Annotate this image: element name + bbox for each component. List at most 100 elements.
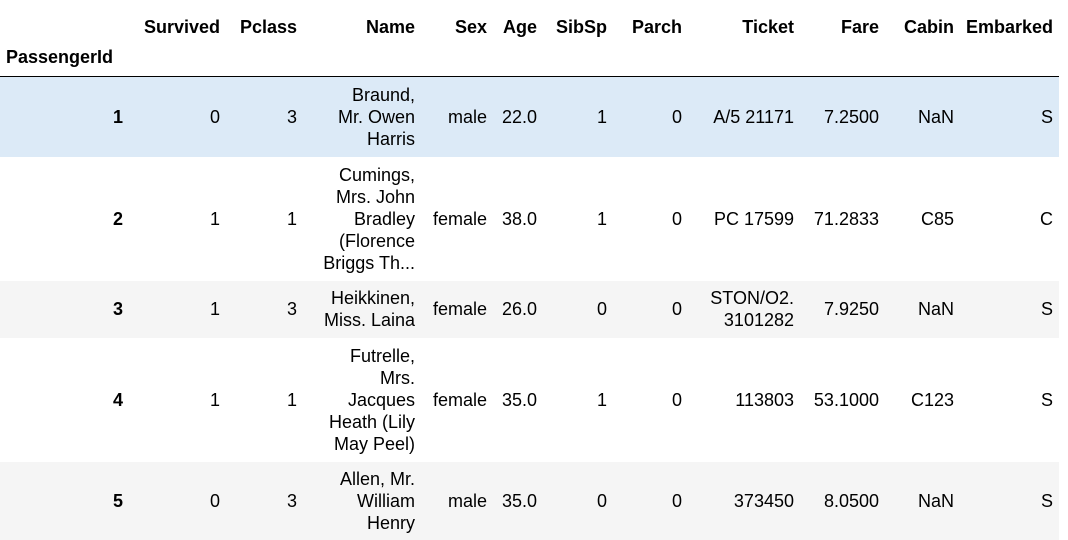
cell-line: Miss. Laina [323, 310, 415, 330]
cell-embarked: S [1041, 389, 1054, 410]
cell-parch: 0 [671, 208, 682, 229]
column-header-sibsp: SibSp [555, 17, 607, 37]
cell-line: A/5 21171 [713, 106, 794, 127]
cell-line: May Peel) [333, 433, 415, 454]
index-header-spacer [543, 38, 613, 77]
index-header-spacer [800, 38, 885, 77]
index-header-spacer [421, 38, 493, 77]
cell-embarked: S [1041, 490, 1054, 511]
cell-line: PC 17599 [713, 208, 794, 229]
cell-pclass: 1 [286, 389, 297, 410]
cell-age: 26.0 [501, 299, 537, 319]
table-header: Survived Pclass Name Sex Age SibSp Parch… [0, 0, 1060, 77]
cell-cabin: C123 [910, 389, 954, 410]
index-header-spacer [688, 38, 800, 77]
column-header-embarked: Embarked [966, 17, 1054, 37]
row-index-label: 1 [112, 106, 123, 127]
column-header-age: Age [502, 17, 537, 37]
cell-embarked: C [1040, 208, 1054, 229]
cell-line: 3101282 [723, 310, 794, 330]
table-row[interactable]: 4 1 1 Futrelle, Mrs. Jacques Heath (Lily May Pe… [0, 337, 1060, 462]
cell-line: Bradley [353, 208, 415, 229]
column-header-pclass: Pclass [239, 17, 297, 37]
cell-fare: 7.9250 [823, 299, 879, 319]
column-header-fare: Fare [840, 17, 879, 37]
cell-sibsp: 0 [596, 299, 607, 319]
cell-cabin: C85 [920, 208, 954, 229]
row-index-label: 2 [112, 208, 123, 229]
cell-line: Mrs. [380, 367, 415, 388]
cell-parch: 0 [671, 299, 682, 319]
cell-line: 113803 [735, 389, 794, 410]
cell-embarked: S [1041, 106, 1054, 127]
cell-age: 35.0 [501, 389, 537, 410]
cell-line: Mr. Owen [337, 106, 415, 127]
cell-fare: 53.1000 [813, 389, 879, 410]
cell-age: 35.0 [501, 490, 537, 511]
cell-embarked: S [1041, 299, 1054, 319]
cell-sibsp: 0 [596, 490, 607, 511]
table-row[interactable]: 1 0 3 Braund, Mr. Owen Harris male 22.0 1 0 A/5 21… [0, 76, 1060, 157]
cell-age: 38.0 [501, 208, 537, 229]
cell-line: Futrelle, [349, 345, 415, 366]
cell-fare: 8.0500 [823, 490, 879, 511]
cell-survived: 1 [209, 208, 220, 229]
cell-survived: 0 [209, 106, 220, 127]
cell-line: Braund, [351, 84, 415, 105]
cell-sex: female [432, 208, 487, 229]
column-header-name: Name [365, 17, 415, 37]
table-row[interactable]: 5 0 3 Allen, Mr. William Henry male 35.0 0 0 37345… [0, 461, 1060, 540]
column-header-row: Survived Pclass Name Sex Age SibSp Parch… [0, 0, 1059, 38]
cell-line: Heath (Lily [328, 411, 415, 432]
cell-cabin: NaN [917, 106, 954, 127]
index-header-spacer [493, 38, 543, 77]
cell-name: Heikkinen, Miss. Laina [303, 281, 421, 338]
cell-sibsp: 1 [596, 208, 607, 229]
cell-survived: 1 [209, 389, 220, 410]
cell-line: William [357, 490, 415, 511]
cell-pclass: 3 [286, 490, 297, 511]
cell-pclass: 1 [286, 208, 297, 229]
cell-line: Mrs. John [335, 186, 415, 207]
cell-sibsp: 1 [596, 389, 607, 410]
cell-line: 373450 [733, 490, 794, 511]
cell-parch: 0 [671, 389, 682, 410]
cell-sex: female [432, 299, 487, 319]
column-header-ticket: Ticket [742, 17, 794, 37]
cell-parch: 0 [671, 490, 682, 511]
cell-sex: female [432, 389, 487, 410]
cell-cabin: NaN [917, 299, 954, 319]
index-header-spacer [303, 38, 421, 77]
cell-fare: 71.2833 [813, 208, 879, 229]
index-header-row: PassengerId [0, 38, 1060, 77]
cell-line: Briggs Th... [323, 252, 415, 273]
cell-parch: 0 [671, 106, 682, 127]
cell-name: Futrelle, Mrs. Jacques Heath (Lily May Peel) [303, 338, 421, 462]
table-body: 1 0 3 Braund, Mr. Owen Harris male 22.0 1 0 A/5 21… [0, 76, 1060, 540]
cell-line: Jacques [347, 389, 415, 410]
index-header-spacer [885, 38, 960, 77]
table-row[interactable]: 3 1 3 Heikkinen, Miss. Laina female 26.0 0 0 STON… [0, 280, 1060, 338]
row-index-label: 4 [112, 389, 123, 410]
header-corner [0, 0, 129, 38]
row-index-label: 5 [112, 490, 123, 511]
index-header-spacer [226, 38, 303, 77]
column-header-survived: Survived [143, 17, 220, 37]
index-header-spacer [129, 38, 226, 77]
cell-sibsp: 1 [596, 106, 607, 127]
cell-pclass: 3 [286, 106, 297, 127]
cell-ticket: A/5 21171 [688, 77, 800, 157]
cell-sex: male [447, 106, 487, 127]
column-header-cabin: Cabin [903, 17, 954, 37]
cell-ticket: 113803 [688, 338, 800, 462]
cell-line: Heikkinen, [330, 288, 415, 308]
cell-name: Allen, Mr. William Henry [303, 462, 421, 540]
cell-line: (Florence [338, 230, 415, 251]
table-row[interactable]: 2 1 1 Cumings, Mrs. John Bradley (Florence Brig… [0, 156, 1060, 281]
cell-survived: 0 [209, 490, 220, 511]
column-header-sex: Sex [454, 17, 487, 37]
cell-ticket: 373450 [688, 462, 800, 540]
index-header-spacer [960, 38, 1060, 77]
cell-line: Allen, Mr. [339, 468, 415, 489]
